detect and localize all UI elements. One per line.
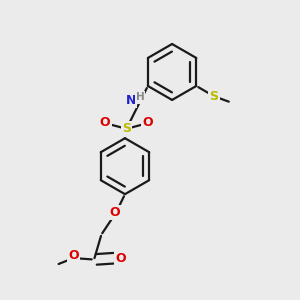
Text: N: N (125, 94, 136, 107)
Text: O: O (100, 116, 110, 128)
Text: O: O (142, 116, 153, 128)
Text: H: H (136, 92, 144, 103)
Text: S: S (122, 122, 131, 135)
Text: O: O (110, 206, 120, 219)
Text: S: S (209, 90, 218, 103)
Text: O: O (68, 249, 79, 262)
Text: O: O (115, 252, 126, 265)
